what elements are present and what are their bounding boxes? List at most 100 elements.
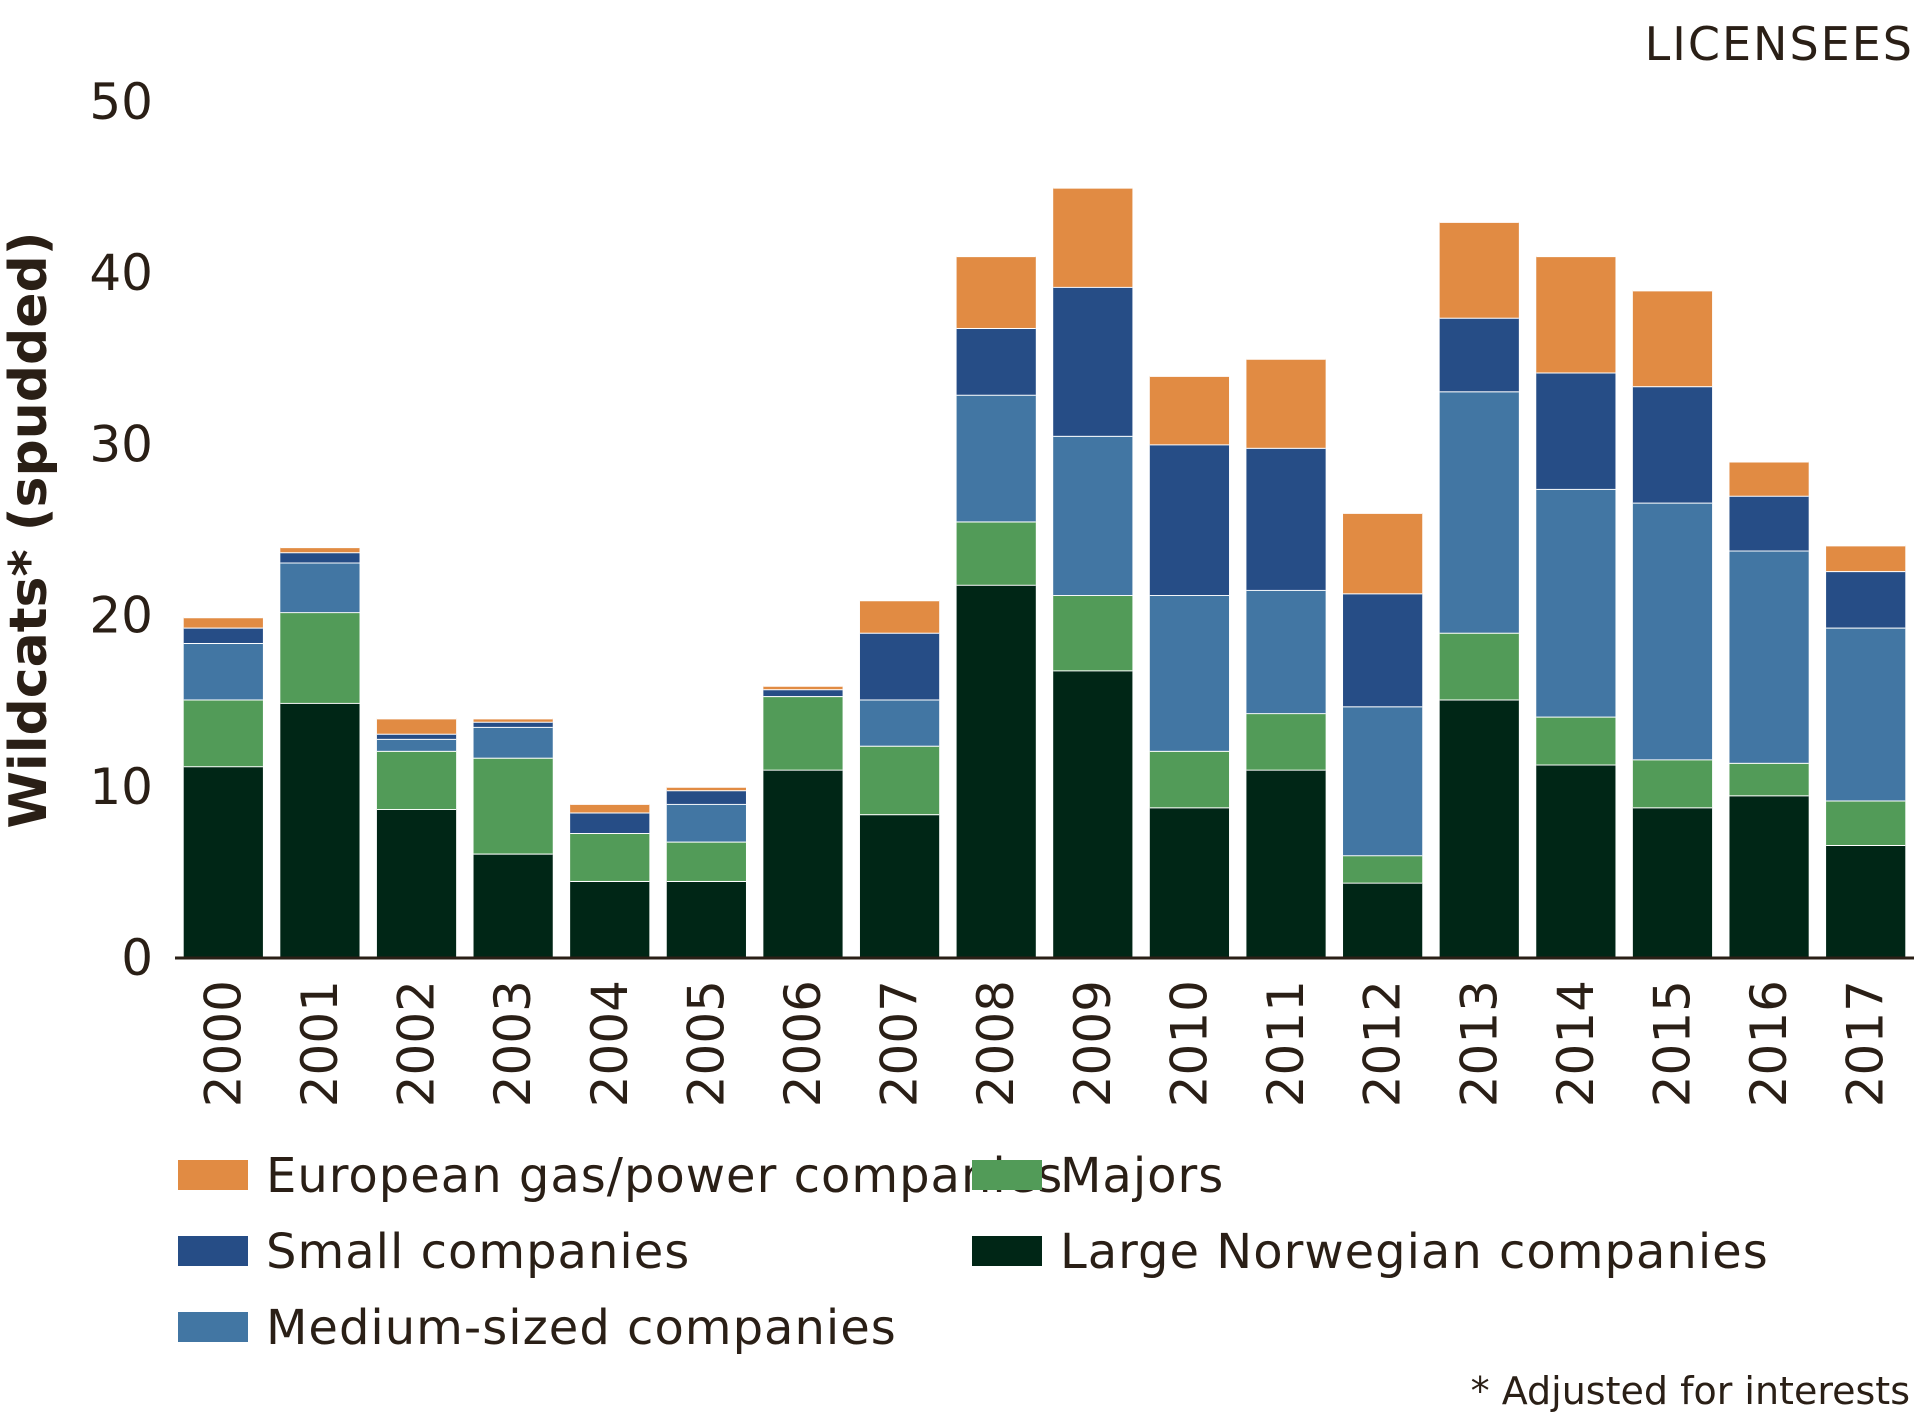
bar-segment bbox=[763, 696, 843, 770]
x-tick-label: 2003 bbox=[484, 980, 542, 1107]
bar-segment bbox=[1536, 372, 1616, 489]
bar-segment bbox=[473, 853, 553, 958]
bar-stack-2007 bbox=[859, 599, 940, 958]
legend-item: Medium-sized companies bbox=[178, 1300, 896, 1356]
x-tick-label: 2000 bbox=[194, 980, 252, 1107]
x-tick-label: 2009 bbox=[1064, 980, 1122, 1107]
legend-label: European gas/power companies bbox=[266, 1148, 1063, 1204]
x-tick-label: 2012 bbox=[1354, 980, 1412, 1107]
bar-stack-2014 bbox=[1536, 255, 1616, 958]
bar-segment bbox=[1632, 290, 1713, 387]
bar-segment bbox=[473, 726, 553, 758]
bar-segment bbox=[1246, 589, 1326, 714]
bar-segment bbox=[376, 750, 457, 810]
bar-segment bbox=[1053, 286, 1133, 436]
y-tick-label: 20 bbox=[89, 587, 153, 645]
legend-swatch bbox=[178, 1160, 248, 1190]
bar-segment bbox=[1439, 317, 1519, 392]
bar-segment bbox=[1729, 550, 1809, 763]
bar-segment bbox=[1246, 447, 1326, 590]
bar-segment bbox=[1149, 595, 1230, 751]
legend: European gas/power companies Small compan… bbox=[178, 1148, 1768, 1356]
bar-segment bbox=[763, 689, 843, 697]
legend-swatch bbox=[178, 1236, 248, 1266]
bar-stack-2010 bbox=[1149, 374, 1230, 958]
bar-stack-2005 bbox=[666, 785, 746, 958]
x-tick-label: 2002 bbox=[388, 980, 446, 1107]
bar-segment bbox=[570, 833, 650, 881]
bar-segment bbox=[1053, 670, 1133, 958]
bar-segment bbox=[1149, 807, 1230, 958]
legend-item: Large Norwegian companies bbox=[972, 1224, 1768, 1280]
bar-segment bbox=[1439, 699, 1519, 958]
x-tick-label: 2007 bbox=[871, 980, 929, 1107]
bar-segment bbox=[1246, 713, 1326, 770]
bar-segment bbox=[183, 699, 263, 767]
bar-stack-2000 bbox=[183, 616, 263, 958]
legend-label: Majors bbox=[1060, 1148, 1224, 1204]
bar-segment bbox=[1632, 807, 1713, 958]
bar-segment bbox=[1149, 750, 1230, 808]
x-tick-label: 2017 bbox=[1837, 980, 1895, 1107]
bar-segment bbox=[1536, 488, 1616, 717]
bar-segment bbox=[1729, 461, 1809, 496]
bar-stack-2017 bbox=[1826, 544, 1906, 958]
bar-segment bbox=[666, 790, 746, 804]
y-tick-label: 40 bbox=[89, 244, 153, 302]
bar-segment bbox=[1149, 444, 1230, 596]
x-tick-label: 2010 bbox=[1160, 980, 1218, 1107]
bar-segment bbox=[376, 738, 457, 751]
bar-segment bbox=[1246, 769, 1326, 958]
bar-segment bbox=[666, 786, 746, 791]
x-tick-label: 2006 bbox=[774, 980, 832, 1107]
bar-segment bbox=[183, 617, 263, 628]
bar-segment bbox=[1439, 632, 1519, 700]
legend-item: European gas/power companies bbox=[178, 1148, 1063, 1204]
bar-stack-2009 bbox=[1053, 186, 1133, 958]
bar-segment bbox=[666, 841, 746, 881]
y-axis-ticks: 0 10 20 30 40 50 bbox=[89, 73, 153, 987]
bar-segment bbox=[1632, 386, 1713, 503]
y-tick-label: 0 bbox=[121, 929, 153, 987]
bar-segment bbox=[570, 880, 650, 958]
bar-segment bbox=[1343, 512, 1423, 594]
bar-segment bbox=[956, 327, 1036, 395]
bar-stack-2008 bbox=[956, 255, 1036, 958]
x-tick-label: 2005 bbox=[677, 980, 735, 1107]
bar-segment bbox=[1053, 187, 1133, 287]
y-axis-label: Wildcats* (spudded) bbox=[0, 232, 59, 829]
bar-stack-2006 bbox=[763, 684, 843, 958]
bar-stack-2016 bbox=[1729, 460, 1809, 958]
legend-item: Majors bbox=[972, 1148, 1224, 1204]
bar-segment bbox=[859, 699, 940, 746]
x-tick-label: 2016 bbox=[1740, 980, 1798, 1107]
bar-segment bbox=[956, 394, 1036, 522]
y-tick-label: 10 bbox=[89, 758, 153, 816]
bar-segment bbox=[183, 766, 263, 958]
bar-stack-2002 bbox=[376, 717, 457, 958]
x-tick-label: 2004 bbox=[581, 980, 639, 1107]
bar-segment bbox=[1729, 762, 1809, 796]
bar-segment bbox=[1343, 855, 1423, 883]
y-tick-label: 30 bbox=[89, 415, 153, 473]
legend-label: Small companies bbox=[266, 1224, 690, 1280]
bar-segment bbox=[1826, 800, 1906, 846]
bar-segment bbox=[570, 803, 650, 813]
bar-segment bbox=[183, 627, 263, 643]
bar-segment bbox=[473, 721, 553, 727]
footnote: * Adjusted for interests bbox=[1471, 1369, 1910, 1413]
bar-segment bbox=[376, 718, 457, 734]
bar-segment bbox=[1729, 495, 1809, 551]
bar-segment bbox=[473, 718, 553, 722]
x-tick-label: 2001 bbox=[291, 980, 349, 1107]
bar-segment bbox=[1343, 882, 1423, 958]
bar-stacks bbox=[183, 186, 1906, 958]
bar-segment bbox=[1536, 256, 1616, 373]
bar-stack-2001 bbox=[280, 546, 360, 958]
bar-segment bbox=[763, 769, 843, 958]
bar-segment bbox=[280, 612, 360, 703]
bar-segment bbox=[1439, 391, 1519, 633]
bar-stack-2004 bbox=[570, 802, 650, 958]
bar-segment bbox=[1053, 435, 1133, 596]
bar-segment bbox=[859, 814, 940, 958]
